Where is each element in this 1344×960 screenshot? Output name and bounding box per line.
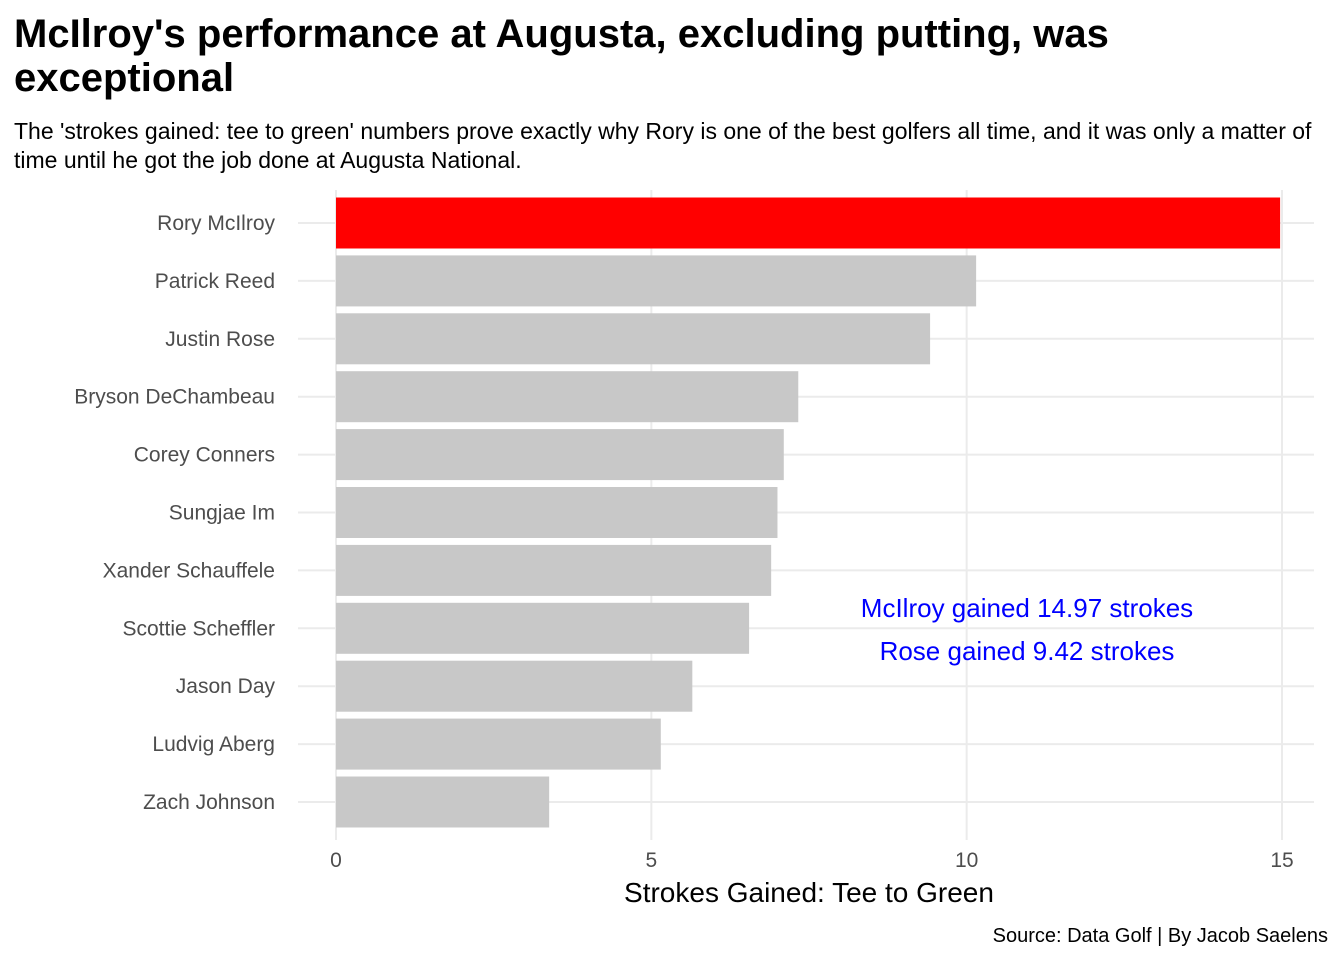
y-tick-label: Jason Day [176,675,276,698]
y-tick-label: Rory McIlroy [157,212,275,235]
y-tick-label: Scottie Scheffler [122,617,275,640]
bar [336,602,750,654]
bar [336,371,799,423]
bar [336,313,931,365]
bar [336,776,550,828]
bar [336,429,784,481]
bar-highlighted [336,197,1281,249]
x-tick-label: 15 [1270,849,1293,872]
y-tick-label: Justin Rose [165,328,275,351]
bar [336,660,693,712]
x-axis-title: Strokes Gained: Tee to Green [624,877,994,908]
bar [336,718,661,770]
chart-caption: Source: Data Golf | By Jacob Saelens [993,925,1328,947]
x-tick-label: 10 [955,849,978,872]
chart-subtitle: The 'strokes gained: tee to green' numbe… [14,118,1312,173]
annotations: McIlroy gained 14.97 strokes Rose gained … [861,593,1193,666]
x-tick-labels: 0 5 10 15 [330,849,1294,872]
y-tick-label: Zach Johnson [143,791,275,814]
annotation-text: McIlroy gained 14.97 strokes [861,593,1193,623]
x-tick-label: 0 [330,849,342,872]
y-tick-label: Patrick Reed [155,270,275,293]
y-tick-label: Ludvig Aberg [152,733,275,756]
bar [336,255,977,307]
y-tick-label: Sungjae Im [169,502,275,525]
y-tick-labels: Rory McIlroy Patrick Reed Justin Rose Bryso… [74,212,275,814]
y-tick-label: Corey Conners [134,444,275,467]
bars [336,197,1281,828]
x-tick-label: 5 [645,849,657,872]
annotation-text: Rose gained 9.42 strokes [880,636,1175,666]
chart-title: McIlroy's performance at Augusta, exclud… [14,12,1109,100]
bar [336,544,772,596]
y-tick-label: Xander Schauffele [103,559,275,582]
y-tick-label: Bryson DeChambeau [74,386,275,409]
bar [336,487,778,538]
